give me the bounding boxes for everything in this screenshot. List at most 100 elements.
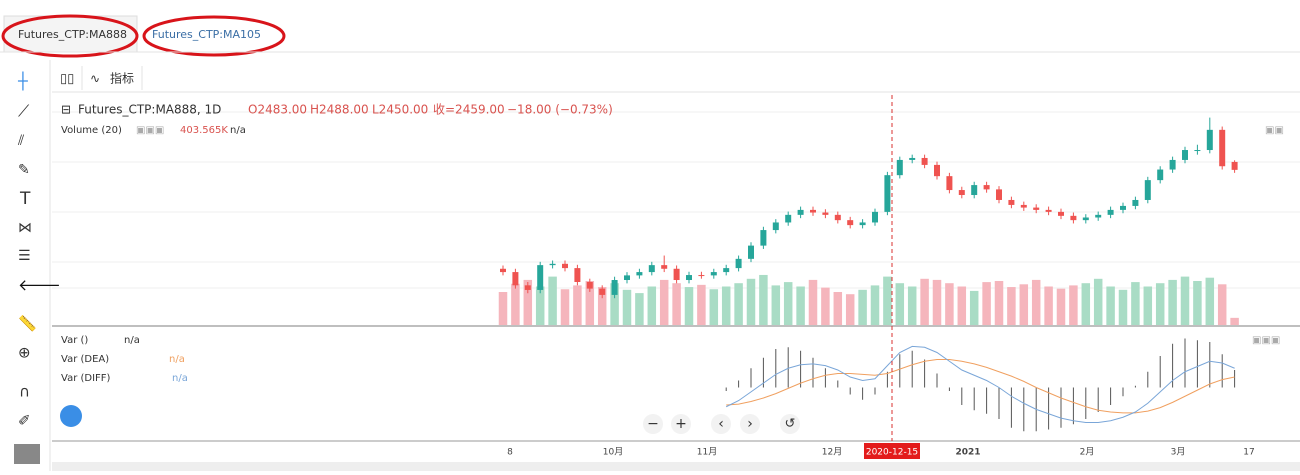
line-tool[interactable]: ⟋ xyxy=(18,102,30,121)
candle-body xyxy=(686,275,692,281)
fib-tool[interactable]: ⫽ xyxy=(17,133,25,149)
candle-body xyxy=(996,189,1002,200)
lock-tool[interactable]: ✐ xyxy=(18,412,31,430)
tab-label[interactable]: Futures_CTP:MA105 xyxy=(152,28,261,41)
volume-bar xyxy=(721,286,731,325)
candle-type-icon[interactable]: ▯▯ xyxy=(60,72,74,87)
volume-bar xyxy=(833,292,843,325)
volume-bar xyxy=(1069,285,1078,325)
volume-bar xyxy=(622,289,632,325)
volume-value: 403.565K xyxy=(180,125,228,136)
zoom-tool[interactable]: ⊕ xyxy=(18,344,31,362)
volume-bar xyxy=(597,287,607,325)
volume-bar xyxy=(635,293,644,325)
x-tick-label: 2021 xyxy=(955,448,980,458)
candle-body xyxy=(1107,209,1114,215)
volume-bar xyxy=(783,282,793,325)
volume-bar xyxy=(920,278,929,325)
zoom-in-icon[interactable]: + xyxy=(675,416,687,432)
ohlc-legend: O2483.00 H2488.00 L2450.00 收=2459.00 −18… xyxy=(248,103,613,117)
collapse-icon[interactable]: ⊟ xyxy=(61,103,71,117)
indicator-icon[interactable]: ∿ xyxy=(90,72,100,86)
legend-buttons[interactable]: ▣▣▣ xyxy=(136,125,164,136)
candle-body xyxy=(661,265,668,269)
crosshair-date-bg xyxy=(864,443,920,459)
scroll-left[interactable] xyxy=(711,414,731,434)
candle-body xyxy=(1058,211,1064,216)
ruler-tool[interactable]: 📏 xyxy=(18,315,37,333)
candle-body xyxy=(1157,169,1164,181)
volume-bar xyxy=(535,286,545,325)
zoom-out[interactable] xyxy=(643,414,663,434)
volume-bar xyxy=(907,286,917,325)
candle-body xyxy=(549,263,556,266)
zoom-in[interactable] xyxy=(671,414,691,434)
candle-body xyxy=(1045,209,1052,212)
volume-bar xyxy=(560,289,570,325)
volume-bar xyxy=(1230,317,1239,325)
cloud-button[interactable] xyxy=(60,405,82,427)
candle-body xyxy=(760,230,767,246)
volume-bar xyxy=(1193,281,1202,325)
candle-body xyxy=(859,222,866,226)
volume-name[interactable]: Volume (20) xyxy=(61,125,122,136)
tab-label[interactable]: Futures_CTP:MA888 xyxy=(18,28,127,41)
volume-bar xyxy=(870,285,880,325)
candle-body xyxy=(772,222,779,231)
candle-body xyxy=(785,214,792,223)
x-tick-label: 11月 xyxy=(697,447,717,458)
scroll-right-icon[interactable]: › xyxy=(747,416,753,432)
candle-body xyxy=(574,268,581,282)
indicator-name: Var () xyxy=(61,335,88,346)
reset-icon[interactable]: ↺ xyxy=(785,417,796,432)
plot: Var () n/a Var (DEA) n/a Var (DIFF) n/a 8 10月 11… xyxy=(61,95,1255,459)
indicators-button[interactable]: 指标 xyxy=(110,71,134,86)
brush-tool[interactable]: ✎ xyxy=(18,162,30,178)
volume-bar xyxy=(523,279,533,325)
candle-body xyxy=(611,280,618,295)
scroll-left-icon[interactable]: ‹ xyxy=(718,416,724,432)
high: H2488.00 xyxy=(310,103,369,117)
x-tick-label: 12月 xyxy=(822,447,842,458)
measure-tool[interactable]: ☰ xyxy=(18,248,31,264)
candle-body xyxy=(500,268,506,273)
magnet-tool[interactable]: ∩ xyxy=(19,383,30,401)
candle-body xyxy=(847,220,854,226)
pane-buttons[interactable]: ▣▣▣ xyxy=(1252,335,1280,346)
scroll-right[interactable] xyxy=(740,414,760,434)
volume-bar xyxy=(808,279,818,325)
x-tick-label: 17 xyxy=(1243,448,1254,458)
volume-bar xyxy=(821,287,830,325)
volume-bar xyxy=(647,286,657,325)
pane-buttons[interactable]: ▣▣ xyxy=(1265,125,1284,136)
candle-body xyxy=(1033,207,1040,210)
volume-bar xyxy=(573,285,582,325)
change: −18.00 (−0.73%) xyxy=(507,103,613,117)
zoom-out-icon[interactable]: − xyxy=(647,416,659,432)
candle-body xyxy=(512,272,519,286)
x-tick-label: 10月 xyxy=(603,447,623,458)
candle-body xyxy=(971,185,978,196)
volume-bar xyxy=(1118,289,1128,325)
candle-body xyxy=(1070,215,1077,221)
back-tool[interactable]: 🡐 xyxy=(18,276,61,295)
text-tool[interactable]: T xyxy=(19,189,31,209)
candle-body xyxy=(648,265,655,273)
indicator-status: n/a xyxy=(169,354,185,365)
candle-body xyxy=(1132,199,1139,206)
indicator-status: n/a xyxy=(172,373,188,384)
volume-bar xyxy=(1106,286,1115,325)
volume-bar xyxy=(548,276,557,325)
candle-body xyxy=(872,211,878,223)
reset[interactable] xyxy=(780,414,800,434)
pattern-tool[interactable]: ⋈ xyxy=(18,220,32,236)
volume-bar xyxy=(1007,287,1016,325)
symbol-label[interactable]: Futures_CTP:MA888, 1D xyxy=(78,103,221,117)
candle-body xyxy=(710,272,717,276)
macd-line xyxy=(725,345,1235,423)
volume-bar xyxy=(672,283,681,325)
trash-button[interactable] xyxy=(14,444,40,464)
crosshair-tool[interactable]: ┼ xyxy=(17,71,28,91)
